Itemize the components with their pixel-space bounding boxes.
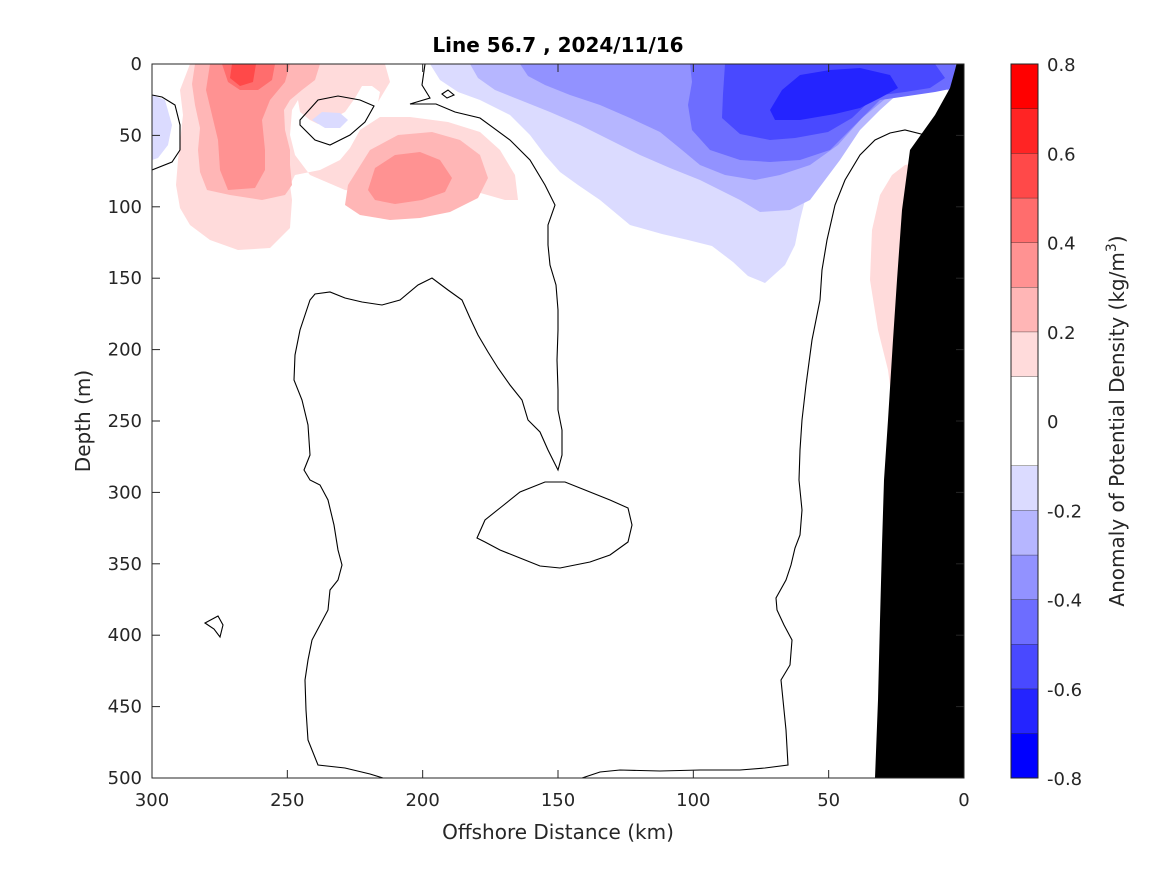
- colorbar-segment: [1011, 465, 1038, 511]
- colorbar-label-exponent: 3: [1104, 243, 1120, 252]
- colorbar-tick-label: -0.4: [1047, 591, 1082, 612]
- colorbar-tick-label: 0.2: [1047, 323, 1076, 344]
- colorbar-segment: [1011, 644, 1038, 689]
- colorbar-label: Anomaly of Potential Density (kg/m3): [1104, 235, 1129, 606]
- chart-title: Line 56.7 , 2024/11/16: [432, 33, 683, 57]
- zero-contour-loop-b: [441, 89, 456, 99]
- zero-contour-loop-d: [203, 615, 224, 639]
- colorbar-tick-label: 0: [1047, 412, 1058, 433]
- zero-contour-loop-a: [299, 95, 375, 146]
- colorbar-segment: [1011, 510, 1038, 555]
- x-tick-label: 300: [135, 790, 169, 811]
- y-tick-label: 100: [108, 197, 142, 218]
- colorbar-frame: [1010, 63, 1039, 779]
- x-axis: 300 250 200 150 100 50 0: [135, 64, 970, 811]
- negative-anomaly-0.6: [770, 68, 898, 120]
- zero-contour-offshore-edge: [152, 94, 181, 171]
- y-tick-label: 250: [108, 411, 142, 432]
- colorbar-segment: [1011, 376, 1038, 466]
- colorbar-segment: [1011, 197, 1038, 243]
- y-axis-label: Depth (m): [71, 370, 95, 472]
- y-tick-label: 400: [108, 625, 142, 646]
- colorbar-segment: [1011, 688, 1038, 734]
- colorbar-segment: [1011, 108, 1038, 154]
- colorbar-tick-label: -0.2: [1047, 501, 1082, 522]
- y-tick-label: 350: [108, 554, 142, 575]
- colorbar-segment: [1011, 331, 1038, 377]
- colorbar-tick-label: 0.8: [1047, 55, 1076, 76]
- y-tick-label: 450: [108, 697, 142, 718]
- colorbar-tick-label: 0.4: [1047, 234, 1076, 255]
- colorbar-tick-label: 0.6: [1047, 144, 1076, 165]
- x-tick-label: 150: [541, 790, 575, 811]
- x-tick-label: 0: [958, 790, 969, 811]
- negative-anomaly-small-patch: [312, 112, 348, 128]
- colorbar-segment: [1011, 554, 1038, 600]
- y-tick-label: 150: [108, 268, 142, 289]
- positive-anomaly-0.5: [230, 64, 256, 86]
- zero-contour-bottom: [581, 129, 951, 778]
- colorbar-segment: [1011, 64, 1038, 109]
- y-tick-label: 50: [119, 125, 142, 146]
- colorbar-tick-label: -0.8: [1047, 769, 1082, 790]
- x-tick-label: 200: [405, 790, 439, 811]
- zero-contour-main: [293, 64, 563, 778]
- colorbar-segment: [1011, 153, 1038, 198]
- y-axis: 0 50 100 150 200 250 300 350 400 450 500: [108, 54, 964, 789]
- negative-anomaly-offshore-edge: [152, 95, 172, 160]
- plot-area: [152, 64, 964, 778]
- colorbar-label-close: ): [1105, 235, 1129, 243]
- x-tick-label: 100: [676, 790, 710, 811]
- bathymetry-seafloor: [875, 64, 964, 778]
- colorbar-segment: [1011, 287, 1038, 332]
- colorbar: 0.8 0.6 0.4 0.2 0 -0.2 -0.4 -0.6 -0.8: [1011, 55, 1082, 790]
- zero-contour-loop-c: [476, 481, 633, 569]
- x-tick-label: 250: [270, 790, 304, 811]
- colorbar-label-text: Anomaly of Potential Density (kg/m: [1105, 252, 1129, 606]
- y-tick-label: 200: [108, 340, 142, 361]
- positive-anomaly-0.3-a: [206, 64, 290, 190]
- colorbar-segment: [1011, 733, 1038, 778]
- colorbar-segment: [1011, 599, 1038, 645]
- zero-contours: [152, 64, 951, 778]
- colorbar-segment: [1011, 242, 1038, 288]
- positive-anomaly-0.3-b: [368, 152, 452, 204]
- colorbar-tick-label: -0.6: [1047, 680, 1082, 701]
- y-tick-label: 500: [108, 768, 142, 789]
- y-tick-label: 300: [108, 482, 142, 503]
- x-axis-label: Offshore Distance (km): [442, 820, 674, 844]
- y-tick-label: 0: [131, 54, 142, 75]
- x-tick-label: 50: [817, 790, 840, 811]
